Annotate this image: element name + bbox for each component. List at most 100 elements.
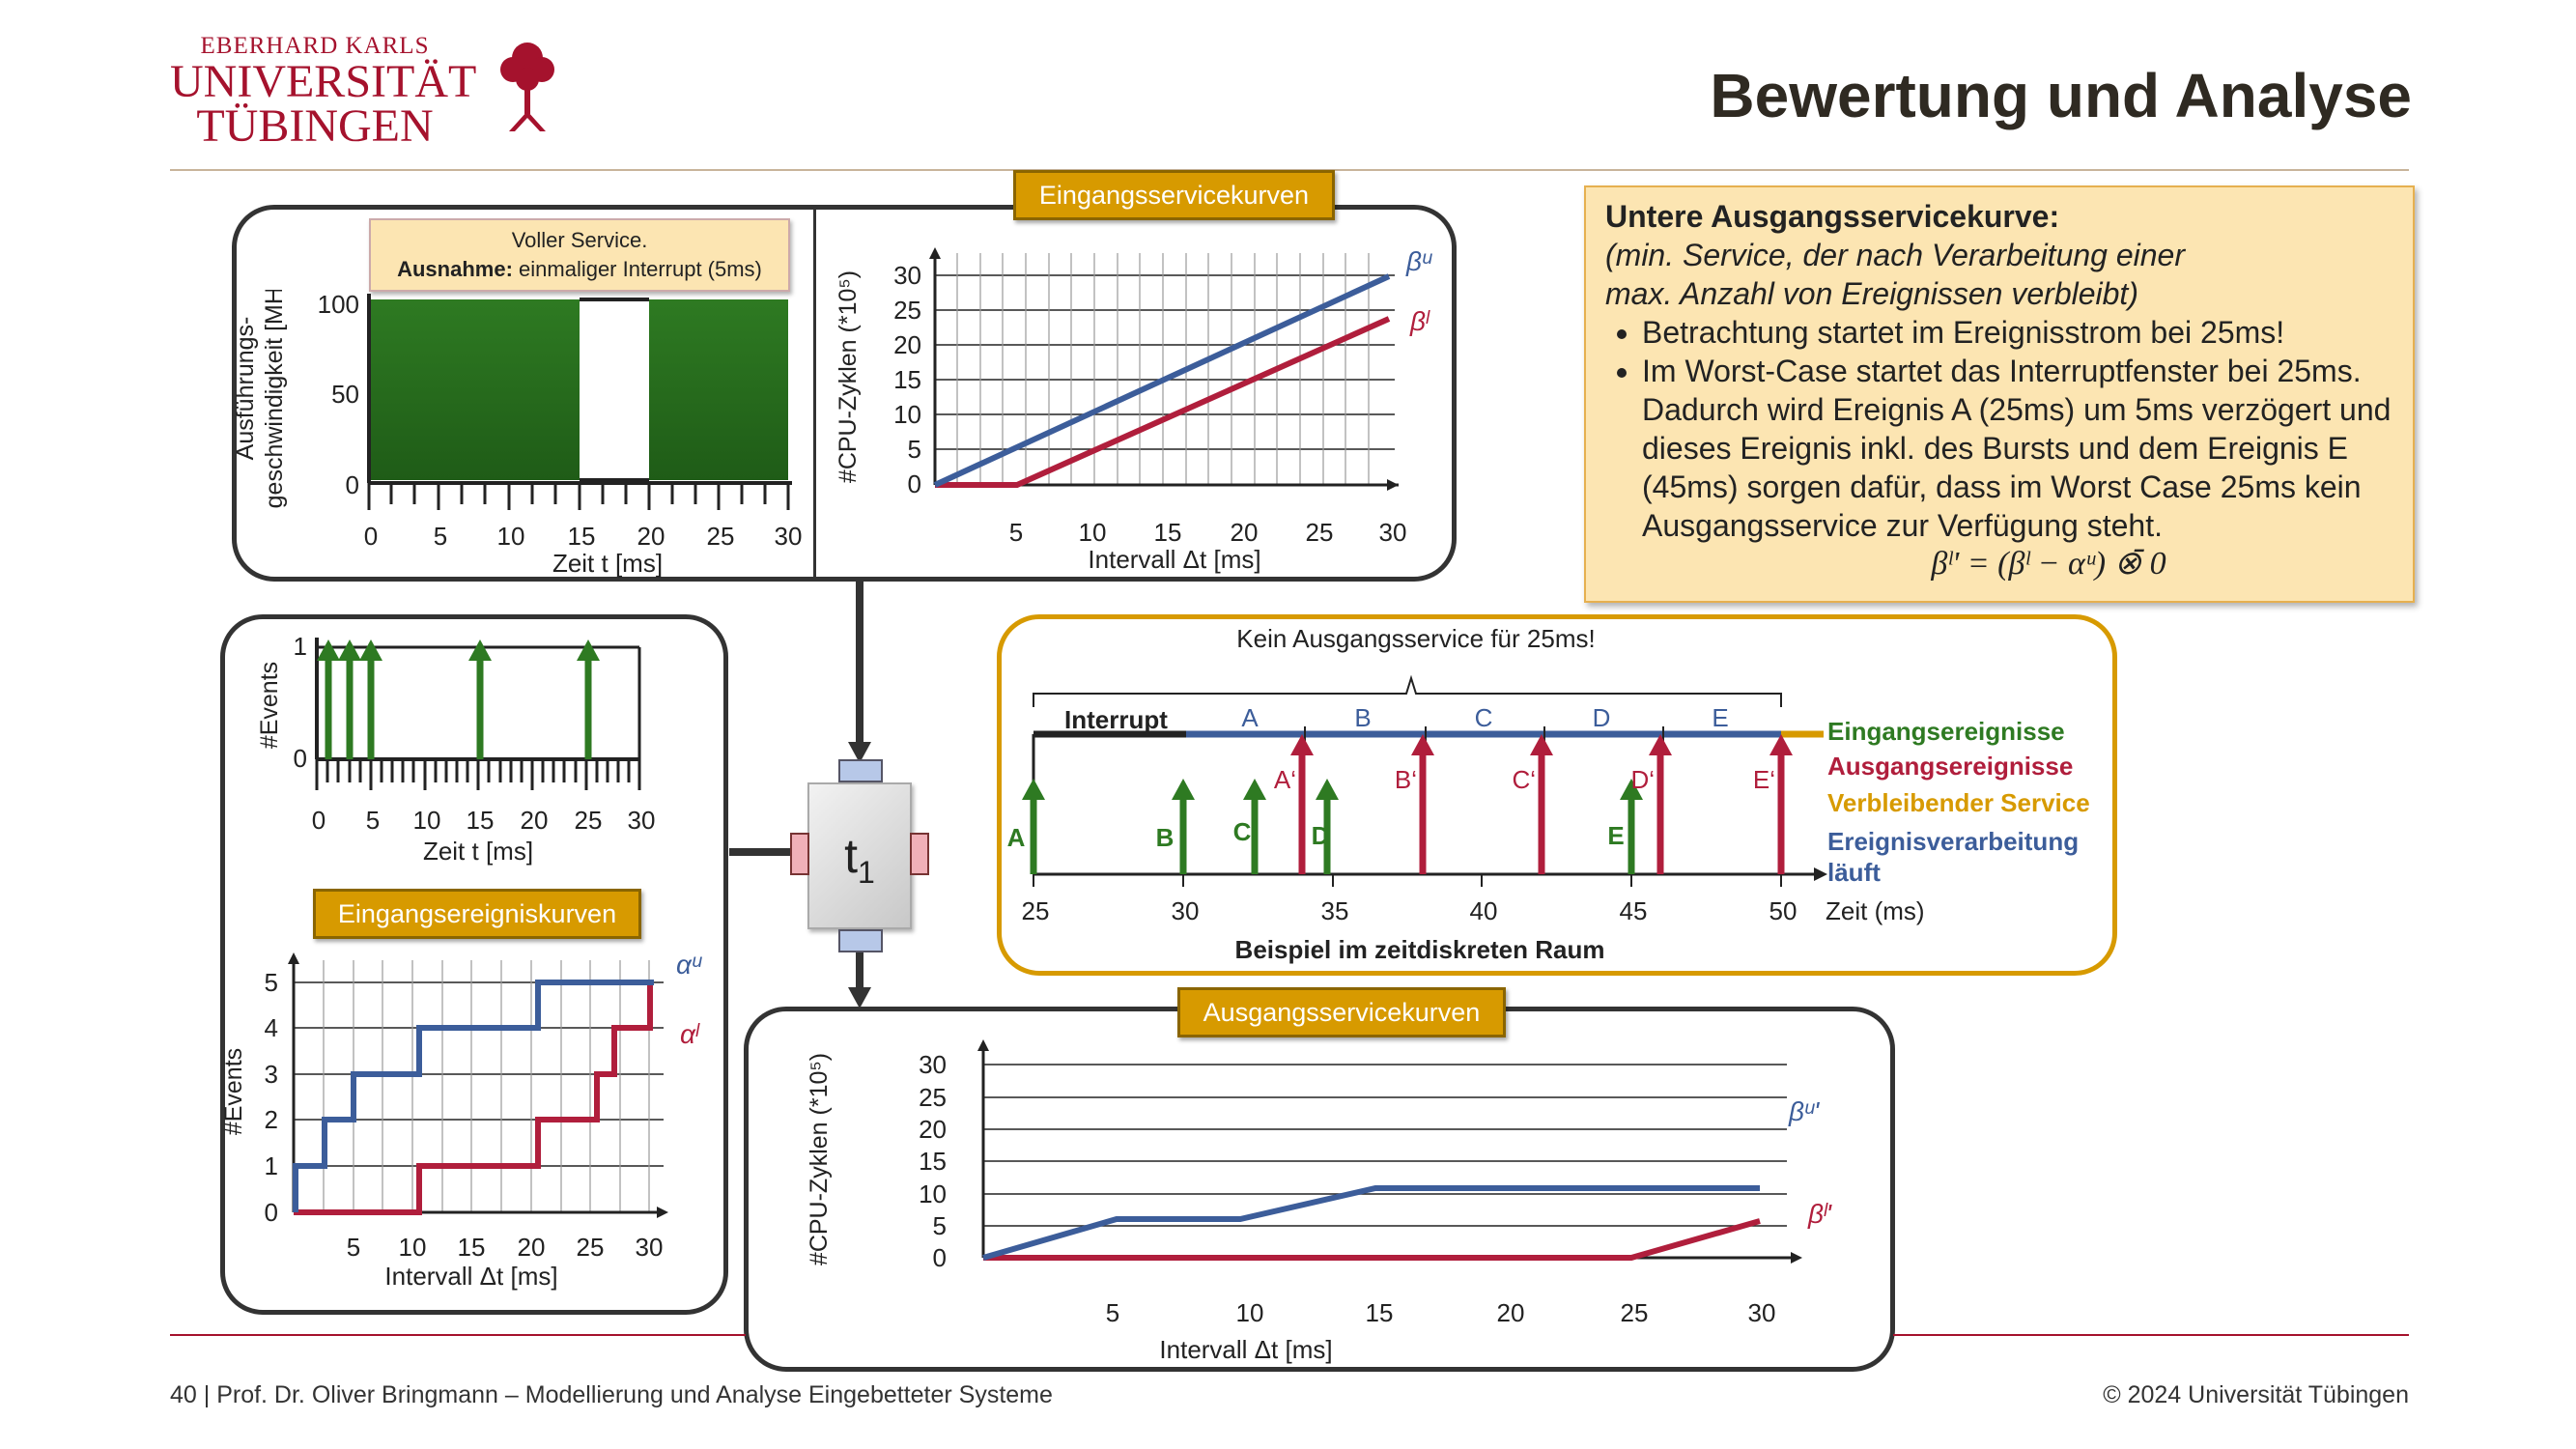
- beta-upper-label: βᵘ: [1405, 246, 1432, 276]
- segment-label: B: [1354, 703, 1371, 732]
- events-chart: 1 0 0 5 10 15 20 25 30 Zeit t [ms] #Even…: [256, 632, 656, 866]
- curves-xtick: 15: [458, 1233, 486, 1262]
- timeline-xtick: 45: [1620, 896, 1648, 925]
- input-event-label: B: [1156, 823, 1175, 852]
- speed-callout: Voller Service. Ausnahme: einmaliger Int…: [369, 218, 790, 292]
- beta-lower-curve: [935, 316, 1391, 488]
- speed-xtick: 15: [568, 522, 596, 551]
- speed-xtick: 5: [434, 522, 447, 551]
- task-name: t: [844, 829, 859, 883]
- timeline-xtick: 30: [1172, 896, 1200, 925]
- legend-processing-2: läuft: [1827, 858, 1881, 887]
- university-logo: EBERHARD KARLS UNIVERSITÄT TÜBINGEN: [170, 33, 476, 150]
- alpha-lower-curve: [294, 982, 653, 1215]
- events-xtick: 15: [467, 806, 495, 835]
- beta-lower-out-curve: [983, 1218, 1761, 1261]
- note-italic-2: max. Anzahl von Ereignissen verbleibt): [1605, 276, 2138, 311]
- beta-lower-label: βˡ: [1409, 306, 1430, 336]
- timeline-caption: Beispiel im zeitdiskreten Raum: [1235, 935, 1605, 964]
- note-bullet-1: Betrachtung startet im Ereignisstrom bei…: [1642, 313, 2395, 352]
- segment-label: A: [1241, 703, 1259, 732]
- out-xlabel: Intervall Δt [ms]: [1159, 1335, 1332, 1364]
- in-service-xtick: 25: [1306, 518, 1334, 547]
- alpha-upper-curve: [293, 980, 654, 1212]
- events-xtick: 20: [521, 806, 549, 835]
- footer-rule-left: [170, 1334, 746, 1336]
- task-port-left: [790, 833, 809, 875]
- in-service-xtick: 10: [1079, 518, 1107, 547]
- beta-upper-out-label: βᵘ': [1788, 1096, 1821, 1126]
- in-service-ytick: 30: [893, 261, 921, 290]
- output-event-label: D‘: [1630, 765, 1655, 794]
- out-xtick: 10: [1236, 1298, 1264, 1327]
- in-service-ylabel: #CPU-Zyklen (*10⁵): [835, 270, 862, 483]
- note-italic-1: (min. Service, der nach Verarbeitung ein…: [1605, 238, 2185, 272]
- out-xtick: 25: [1621, 1298, 1649, 1327]
- beta-upper-curve: [933, 273, 1391, 488]
- speed-ylabel-1: Ausführungs-: [234, 317, 259, 461]
- out-ylabel: #CPU-Zyklen (*10⁵): [806, 1053, 833, 1265]
- task-port-top: [838, 759, 883, 782]
- speed-xtick: 0: [364, 522, 378, 551]
- events-xtick: 5: [366, 806, 380, 835]
- out-ytick: 15: [919, 1147, 947, 1176]
- legend-remaining-service: Verbleibender Service: [1827, 788, 2090, 817]
- timeline-xtick: 25: [1022, 896, 1050, 925]
- curves-xtick: 5: [347, 1233, 360, 1262]
- curves-ylabel: #Events: [224, 1048, 247, 1135]
- footer-right: © 2024 Universität Tübingen: [2103, 1381, 2409, 1408]
- curves-ytick: 5: [265, 968, 278, 997]
- out-xtick: 5: [1106, 1298, 1119, 1327]
- input-events-panel: [220, 614, 728, 1315]
- task-t1: t1: [807, 782, 912, 929]
- input-event-label: A: [1007, 823, 1026, 852]
- speed-chart: 100 50 0 0 5 10 15 20 25 30 Zeit t [ms] …: [234, 290, 803, 578]
- segment-label: D: [1593, 703, 1611, 732]
- note-heading: Untere Ausgangsservicekurve:: [1605, 199, 2060, 234]
- task-connectors: [729, 580, 871, 1009]
- interrupt-label: Interrupt: [1064, 705, 1168, 734]
- legend-output-events: Ausgangsereignisse: [1827, 752, 2073, 781]
- speed-bar-left: [369, 299, 580, 480]
- input-events-label: Eingangsereigniskurven: [313, 889, 641, 939]
- curves-ytick: 2: [265, 1105, 278, 1134]
- task-port-bottom: [838, 929, 883, 952]
- out-ytick: 25: [919, 1083, 947, 1112]
- note-bullet-2: Im Worst-Case startet das Interruptfenst…: [1642, 352, 2395, 545]
- timeline-xunit: Zeit (ms): [1826, 896, 1925, 925]
- in-service-xtick: 20: [1231, 518, 1259, 547]
- out-xtick: 30: [1748, 1298, 1776, 1327]
- speed-ytick: 50: [331, 380, 359, 409]
- input-event-label: C: [1233, 817, 1252, 846]
- speed-xtick: 30: [775, 522, 803, 551]
- events-xtick: 30: [628, 806, 656, 835]
- segment-label: E: [1712, 703, 1728, 732]
- callout-rest: einmaliger Interrupt (5ms): [512, 257, 762, 281]
- logo-tree-icon: [500, 43, 554, 131]
- page-title: Bewertung und Analyse: [1710, 61, 2412, 130]
- logo-line3: TÜBINGEN: [196, 100, 434, 152]
- speed-ylabel-2: geschwindigkeit [MHz]: [261, 290, 288, 508]
- in-service-ytick: 15: [893, 365, 921, 394]
- alpha-upper-label: αᵘ: [676, 950, 702, 980]
- curves-xtick: 25: [577, 1233, 605, 1262]
- output-event-label: E‘: [1753, 765, 1775, 794]
- input-event-label: D: [1312, 821, 1330, 850]
- event-curves-chart: 5 4 3 2 1 0 5 10 15 20 25 30 Intervall Δ…: [224, 950, 702, 1291]
- curves-xtick: 30: [636, 1233, 664, 1262]
- curves-ytick: 1: [265, 1151, 278, 1180]
- output-service-note: Untere Ausgangsservicekurve: (min. Servi…: [1584, 185, 2415, 603]
- callout-bold: Ausnahme:: [397, 257, 513, 281]
- callout-line1: Voller Service.: [511, 228, 648, 252]
- in-service-xtick: 30: [1379, 518, 1407, 547]
- speed-bar-right: [649, 299, 788, 480]
- in-service-xtick: 15: [1154, 518, 1182, 547]
- output-service-label: Ausgangsservicekurven: [1177, 987, 1506, 1037]
- events-xlabel: Zeit t [ms]: [423, 837, 533, 866]
- curves-xlabel: Intervall Δt [ms]: [384, 1262, 557, 1291]
- curves-xtick: 10: [399, 1233, 427, 1262]
- in-service-xlabel: Intervall Δt [ms]: [1088, 545, 1260, 574]
- out-ytick: 20: [919, 1115, 947, 1144]
- output-service-chart: 30 25 20 15 10 5 0 5 10 15 20 25 30 Inte…: [806, 1039, 1833, 1364]
- output-event-label: A‘: [1274, 765, 1296, 794]
